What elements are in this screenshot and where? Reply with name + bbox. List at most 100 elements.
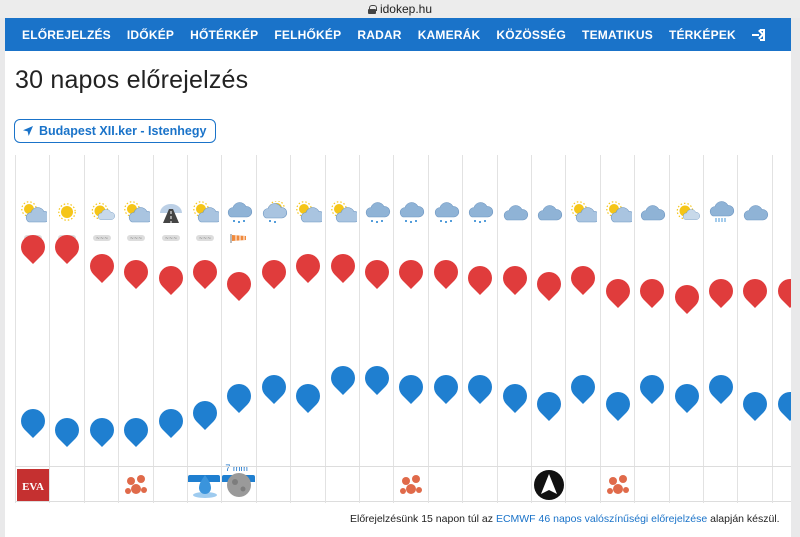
event-cell bbox=[118, 467, 152, 503]
min-temp-pin bbox=[256, 370, 291, 404]
min-temp-pin bbox=[188, 395, 222, 430]
nav-item-4[interactable]: RADAR bbox=[357, 27, 402, 42]
nav-item-2[interactable]: HŐTÉRKÉP bbox=[190, 27, 259, 42]
day-column[interactable] bbox=[462, 155, 498, 500]
nav-item-1[interactable]: IDŐKÉP bbox=[126, 27, 175, 42]
svg-text:~~~: ~~~ bbox=[164, 236, 177, 242]
day-column[interactable] bbox=[668, 155, 704, 500]
svg-text:~~~: ~~~ bbox=[96, 236, 109, 242]
main-nav: ELŐREJELZÉS IDŐKÉP HŐTÉRKÉP FELHŐKÉP RADAR KA… bbox=[5, 18, 791, 51]
min-temp-pin bbox=[50, 413, 85, 447]
day-column[interactable] bbox=[634, 155, 670, 500]
day-column[interactable]: ~~~ bbox=[83, 155, 119, 500]
event-cell bbox=[83, 467, 118, 503]
min-temp-pin bbox=[16, 404, 50, 439]
nav-item-6[interactable]: KÖZÖSSÉG bbox=[496, 27, 567, 42]
day-column[interactable] bbox=[531, 155, 566, 500]
location-button[interactable]: Budapest XII.ker - Istenhegy bbox=[14, 119, 217, 143]
lock-icon bbox=[367, 4, 377, 14]
wind-low-icon: ~~~ bbox=[161, 235, 180, 242]
day-column[interactable]: ~~~ bbox=[187, 155, 222, 500]
day-column[interactable] bbox=[221, 155, 257, 500]
day-column[interactable] bbox=[427, 155, 463, 500]
cloud-rain-icon bbox=[434, 202, 459, 223]
event-cell bbox=[152, 467, 187, 503]
cloud-icon bbox=[537, 205, 563, 221]
day-column[interactable] bbox=[703, 155, 738, 500]
min-temp-pin bbox=[463, 370, 498, 404]
ecmwf-link[interactable]: ECMWF 46 napos valószínűségi előrejelzés… bbox=[495, 513, 708, 525]
footnote: Előrejelzésünk 15 napon túl az ECMWF 46 … bbox=[350, 513, 780, 525]
moon-icon[interactable] bbox=[222, 467, 256, 503]
partly-cloudy-icon bbox=[193, 201, 219, 223]
sunny-cloud-icon bbox=[676, 202, 700, 220]
day-column[interactable] bbox=[359, 155, 394, 500]
nav-item-3[interactable]: FELHŐKÉP bbox=[274, 27, 342, 42]
day-column[interactable] bbox=[496, 155, 532, 500]
max-temp-pin bbox=[119, 254, 154, 289]
footnote-text-post: alapján készül. bbox=[707, 513, 780, 525]
max-temp-pin bbox=[497, 261, 532, 296]
eva-logo-icon[interactable]: EVA bbox=[16, 467, 50, 503]
day-column[interactable] bbox=[290, 155, 326, 500]
navigation-icon[interactable] bbox=[532, 467, 566, 503]
min-temp-pin bbox=[497, 378, 532, 413]
day-column[interactable] bbox=[737, 155, 773, 500]
min-temp-pin bbox=[222, 378, 257, 413]
cloud-icon bbox=[503, 205, 528, 221]
nav-item-7[interactable]: TEMATIKUS bbox=[582, 27, 653, 42]
event-cell bbox=[599, 467, 635, 503]
partly-cloudy-icon bbox=[21, 201, 47, 223]
page: ELŐREJELZÉS IDŐKÉP HŐTÉRKÉP FELHŐKÉP RADAR KA… bbox=[5, 18, 791, 537]
event-cell bbox=[359, 467, 393, 503]
event-cell bbox=[531, 467, 565, 503]
nav-item-5[interactable]: KAMERÁK bbox=[417, 27, 481, 42]
day-column[interactable] bbox=[771, 155, 791, 500]
min-temp-pin bbox=[738, 387, 773, 422]
min-temp-pin bbox=[635, 370, 670, 404]
max-temp-pin bbox=[704, 273, 738, 308]
day-column[interactable]: ~~~ bbox=[49, 155, 85, 500]
max-temp-pin bbox=[153, 261, 188, 296]
allergy-icon[interactable] bbox=[601, 467, 635, 503]
min-temp-pin bbox=[704, 370, 738, 404]
nav-item-8[interactable]: TÉRKÉPEK bbox=[668, 27, 736, 42]
max-temp-pin bbox=[325, 248, 360, 283]
sign-in-icon[interactable] bbox=[751, 28, 765, 41]
cloud-rain-icon bbox=[469, 202, 494, 223]
day-column[interactable]: ~~~ bbox=[15, 155, 50, 500]
event-cell bbox=[187, 467, 221, 503]
svg-text:EVA: EVA bbox=[22, 481, 44, 493]
location-label: Budapest XII.ker - Istenhegy bbox=[39, 124, 207, 138]
event-cell bbox=[49, 467, 83, 503]
sunny-icon bbox=[58, 203, 77, 221]
min-temp-pin bbox=[532, 387, 566, 422]
event-cell: EVA bbox=[15, 467, 49, 503]
allergy-icon[interactable] bbox=[119, 467, 153, 503]
wind-low-icon: ~~~ bbox=[127, 235, 146, 242]
event-cell bbox=[496, 467, 531, 503]
day-column[interactable] bbox=[324, 155, 360, 500]
footnote-text-pre: Előrejelzésünk 15 napon túl az bbox=[350, 513, 496, 525]
day-column[interactable]: ~~~ bbox=[118, 155, 154, 500]
browser-address-bar[interactable]: idokep.hu bbox=[0, 0, 800, 18]
allergy-icon[interactable] bbox=[394, 467, 428, 503]
min-temp-pin bbox=[291, 378, 326, 413]
nav-item-0[interactable]: ELŐREJELZÉS bbox=[22, 27, 111, 42]
page-title: 30 napos előrejelzés bbox=[15, 66, 249, 94]
day-column[interactable] bbox=[393, 155, 429, 500]
event-cell bbox=[221, 467, 255, 503]
road-icon bbox=[159, 204, 182, 223]
day-column[interactable] bbox=[565, 155, 601, 500]
max-temp-pin bbox=[566, 261, 601, 296]
event-cell bbox=[634, 467, 668, 503]
min-temp-pin bbox=[119, 413, 154, 447]
wind-low-icon: ~~~ bbox=[196, 235, 214, 242]
event-cell bbox=[393, 467, 427, 503]
water-drop-icon[interactable] bbox=[188, 467, 222, 503]
day-column[interactable] bbox=[599, 155, 635, 500]
event-cell bbox=[290, 467, 324, 503]
day-column[interactable] bbox=[255, 155, 291, 500]
sunny-cloud-icon bbox=[91, 202, 115, 220]
day-column[interactable]: ~~~ bbox=[152, 155, 188, 500]
